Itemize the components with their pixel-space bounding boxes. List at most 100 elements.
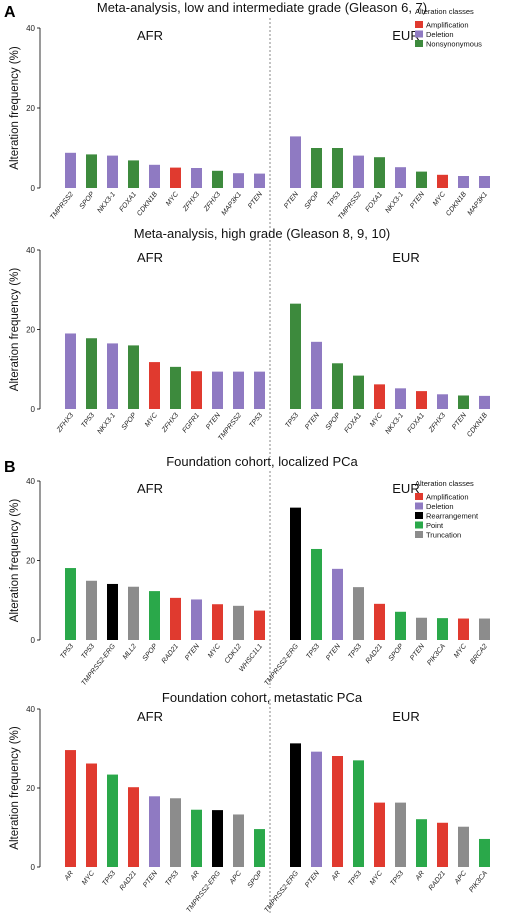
bar	[233, 371, 244, 409]
legend-item-label: Amplification	[426, 493, 469, 502]
bar	[290, 743, 301, 867]
bar	[332, 363, 343, 409]
bar	[212, 604, 223, 640]
y-tick-label: 20	[26, 104, 35, 113]
y-axis-label: Alteration frequency (%)	[9, 268, 21, 392]
bar	[353, 375, 364, 409]
bar	[128, 345, 139, 409]
bar	[149, 164, 160, 188]
bar	[479, 838, 490, 867]
bar	[458, 395, 469, 409]
bar	[149, 591, 160, 640]
category-label: TMPRSS2	[49, 191, 75, 221]
category-label: TP53	[101, 870, 117, 888]
legend-swatch	[415, 531, 423, 538]
y-tick-label: 0	[31, 636, 36, 645]
bar	[332, 756, 343, 867]
bar	[416, 171, 427, 188]
bar	[65, 750, 76, 867]
bar	[212, 810, 223, 867]
legend-swatch	[415, 502, 423, 510]
category-label: AR	[189, 870, 201, 883]
y-tick-label: 40	[26, 477, 35, 486]
category-label: TP53	[347, 870, 363, 888]
legend-title: Alteration classes	[415, 7, 474, 16]
group-label-eur: EUR	[392, 28, 419, 43]
category-label: SPOP	[142, 643, 160, 663]
bar	[107, 343, 118, 409]
category-label: TMPRSS2-ERG	[263, 869, 300, 914]
bar	[353, 587, 364, 640]
bar	[191, 168, 202, 188]
y-tick-label: 20	[26, 557, 35, 566]
bar	[128, 160, 139, 188]
bar	[191, 371, 202, 409]
category-label: NKX3-1	[96, 412, 117, 436]
bar	[290, 303, 301, 409]
bar	[65, 333, 76, 409]
category-label: PTEN	[304, 869, 322, 889]
bar	[254, 829, 265, 867]
bar	[458, 618, 469, 640]
bar	[416, 617, 427, 640]
category-label: CDKN1B	[136, 191, 159, 218]
group-label-afr: AFR	[137, 709, 163, 724]
category-label: PTEN	[184, 642, 202, 662]
bar	[290, 136, 301, 188]
category-label: MAP3K1	[221, 191, 244, 217]
bar	[395, 802, 406, 867]
y-tick-label: 40	[26, 705, 35, 714]
category-label: TP53	[284, 412, 300, 430]
bar	[233, 605, 244, 640]
category-label: AR	[330, 870, 342, 883]
category-label: SPOP	[247, 870, 265, 890]
chart-3: Foundation cohort, localized PCa 0 20 40 Alt…	[9, 454, 490, 688]
bar	[311, 548, 322, 640]
bar	[374, 384, 385, 409]
bar	[254, 371, 265, 409]
category-label: PTEN	[142, 869, 160, 889]
bar	[374, 603, 385, 640]
legend-title: Alteration classes	[415, 479, 474, 488]
category-label: CDKN1B	[466, 412, 489, 439]
category-label: PTEN	[205, 411, 223, 431]
bar	[437, 394, 448, 409]
category-label: FGFR1	[181, 412, 201, 434]
bar	[458, 176, 469, 188]
category-label: FOXA1	[343, 412, 363, 434]
y-tick-label: 0	[31, 863, 36, 872]
category-label: TP53	[347, 643, 363, 661]
bar	[107, 774, 118, 867]
category-label: NKX3-1	[96, 191, 117, 215]
bar	[86, 154, 97, 188]
category-label: AR	[63, 870, 75, 883]
category-label: SPOP	[121, 412, 139, 432]
bar	[128, 787, 139, 867]
bar	[170, 597, 181, 640]
category-label: TP53	[59, 643, 75, 661]
group-label-afr: AFR	[137, 28, 163, 43]
category-label: APC	[228, 869, 244, 886]
bar	[311, 341, 322, 409]
group-label-eur: EUR	[392, 250, 419, 265]
category-label: SPOP	[79, 191, 97, 211]
category-label: FOXA1	[406, 412, 426, 434]
y-axis-label: Alteration frequency (%)	[9, 46, 21, 170]
bar	[290, 507, 301, 640]
bar	[170, 167, 181, 188]
category-label: MYC	[207, 642, 223, 659]
bar	[170, 798, 181, 867]
bar	[416, 819, 427, 867]
y-axis-label: Alteration frequency (%)	[9, 499, 21, 623]
bar	[311, 148, 322, 188]
category-label: CDK12	[224, 643, 243, 665]
bar	[128, 586, 139, 640]
category-label: PTEN	[409, 642, 427, 662]
legend-1: Alteration classes AmplificationDeletionN…	[415, 7, 482, 49]
category-label: TP53	[326, 191, 342, 209]
bar	[437, 174, 448, 188]
category-label: NKX3-1	[384, 191, 405, 215]
bar	[437, 618, 448, 640]
bar	[479, 395, 490, 409]
